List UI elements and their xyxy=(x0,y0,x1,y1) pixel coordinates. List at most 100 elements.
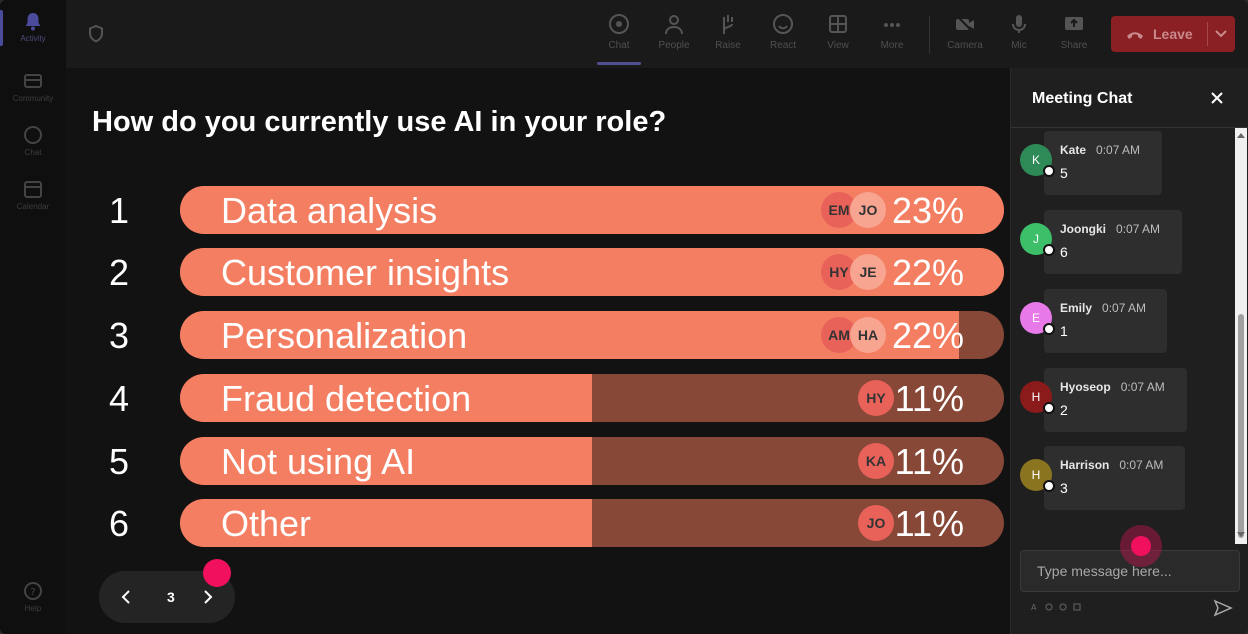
option-number: 2 xyxy=(108,252,130,293)
rail-item-activity[interactable]: Activity xyxy=(0,0,66,54)
poll-option-row: 5 Not using AI KA 11% xyxy=(92,437,1004,485)
people-button-label: People xyxy=(658,40,690,51)
scroll-up-icon[interactable] xyxy=(1237,132,1245,140)
meeting-chat-panel: Meeting Chat Kate 0:07 AM 5 K Joongki 0:07 AM… xyxy=(1010,68,1248,634)
page-number: 3 xyxy=(167,589,175,605)
message-author: Kate xyxy=(1060,143,1087,157)
share-button[interactable]: Share xyxy=(1048,12,1100,62)
chevron-right-icon[interactable] xyxy=(201,589,215,605)
leave-button[interactable]: Leave xyxy=(1111,16,1235,52)
chat-message[interactable]: Harrison 0:07 AM 3 H xyxy=(1019,446,1229,510)
chat-button-label: Chat xyxy=(608,40,630,51)
chat-message[interactable]: Joongki 0:07 AM 6 J xyxy=(1019,210,1229,274)
attach-icon[interactable] xyxy=(1045,603,1053,611)
message-text: 3 xyxy=(1060,480,1068,496)
option-percent: 23% xyxy=(891,190,964,231)
message-time: 0:07 AM xyxy=(1119,458,1164,472)
rail-item-help[interactable]: ? Help xyxy=(0,570,66,624)
poll-option-row: 4 Fraud detection HY 11% xyxy=(92,374,1004,422)
option-bar: Other JO 11% xyxy=(180,499,1004,547)
chat-message[interactable]: Hyoseop 0:07 AM 2 H xyxy=(1019,368,1229,432)
option-percent: 11% xyxy=(894,503,964,544)
poll-option-row: 2 Customer insights HY JE 22% xyxy=(92,248,1004,296)
chevron-down-icon[interactable] xyxy=(1214,27,1228,41)
message-time: 0:07 AM xyxy=(1120,380,1165,394)
grid-icon xyxy=(829,15,847,33)
option-number: 4 xyxy=(108,378,130,419)
more-button-label: More xyxy=(880,40,904,51)
community-icon xyxy=(24,74,42,88)
option-number: 5 xyxy=(108,441,130,482)
mic-icon xyxy=(1012,15,1026,33)
option-bar-fill xyxy=(180,437,592,485)
voter-avatar: HA xyxy=(850,317,886,353)
calendar-icon xyxy=(24,181,42,198)
rail-item-chat[interactable]: Chat xyxy=(0,114,66,168)
raise-hand-button[interactable]: Raise xyxy=(702,12,754,62)
more-button[interactable]: More xyxy=(866,12,918,62)
svg-text:?: ? xyxy=(30,587,35,598)
view-button-label: View xyxy=(827,40,849,51)
chat-header: Meeting Chat xyxy=(1011,68,1248,128)
presence-status-dot xyxy=(1043,323,1055,335)
rail-item-label: Calendar xyxy=(16,202,50,211)
people-button[interactable]: People xyxy=(648,12,700,62)
cursor-indicator xyxy=(203,559,231,587)
chat-scrollbar[interactable] xyxy=(1235,128,1247,544)
poll-option-row: 3 Personalization AM HA 22% xyxy=(92,311,1004,359)
gif-icon[interactable] xyxy=(1073,603,1081,611)
camera-button[interactable]: Camera xyxy=(939,12,991,62)
presence-status-dot xyxy=(1043,480,1055,492)
bell-icon xyxy=(25,13,41,31)
chevron-left-icon[interactable] xyxy=(119,589,133,605)
leave-button-label: Leave xyxy=(1153,26,1193,42)
chat-message-list: Kate 0:07 AM 5 K Joongki 0:07 AM 6 J Emily 0:07 A… xyxy=(1011,128,1233,544)
emoji-icon[interactable] xyxy=(1059,603,1067,611)
raise-button-label: Raise xyxy=(715,40,741,51)
chat-button[interactable]: Chat xyxy=(593,12,645,62)
chat-message-input[interactable] xyxy=(1021,551,1239,591)
hand-icon xyxy=(723,15,733,34)
view-button[interactable]: View xyxy=(812,12,864,62)
option-label: Customer insights xyxy=(221,252,510,293)
presence-status-dot xyxy=(1043,402,1055,414)
chat-message[interactable]: Kate 0:07 AM 5 K xyxy=(1019,131,1229,195)
scroll-down-icon[interactable] xyxy=(1237,530,1245,538)
option-bar: Fraud detection HY 11% xyxy=(180,374,1004,422)
rail-item-label: Activity xyxy=(20,34,46,43)
react-button[interactable]: React xyxy=(757,12,809,62)
shield-icon[interactable] xyxy=(86,24,106,44)
option-percent: 22% xyxy=(891,315,964,356)
option-bar: Data analysis EM JO 23% xyxy=(180,186,1004,234)
share-button-label: Share xyxy=(1060,40,1088,51)
message-bubble: Joongki 0:07 AM 6 xyxy=(1044,210,1182,274)
message-time: 0:07 AM xyxy=(1102,301,1147,315)
send-icon[interactable] xyxy=(1213,599,1233,617)
meeting-toolbar: Chat People Raise React View More Camera xyxy=(66,0,1248,68)
message-author: Harrison xyxy=(1060,458,1110,472)
message-bubble: Hyoseop 0:07 AM 2 xyxy=(1044,368,1187,432)
people-icon xyxy=(665,15,683,35)
voter-avatar: HY xyxy=(858,380,894,416)
rail-item-label: Chat xyxy=(24,148,42,157)
presence-status-dot xyxy=(1043,165,1055,177)
scrollbar-thumb[interactable] xyxy=(1238,314,1244,538)
message-text: 5 xyxy=(1060,165,1068,181)
svg-text:A: A xyxy=(1031,603,1037,611)
phone-hangup-icon xyxy=(1127,32,1143,39)
chat-message[interactable]: Emily 0:07 AM 1 E xyxy=(1019,289,1229,353)
format-icon[interactable]: A xyxy=(1031,603,1039,611)
presence-status-dot xyxy=(1043,244,1055,256)
rail-item-community[interactable]: Community xyxy=(0,60,66,114)
voter-avatar: KA xyxy=(858,443,894,479)
poll-question: How do you currently use AI in your role… xyxy=(92,106,667,138)
mic-button[interactable]: Mic xyxy=(993,12,1045,62)
poll-option-row: 6 Other JO 11% xyxy=(92,499,1004,547)
close-icon[interactable] xyxy=(1209,90,1225,106)
rail-item-calendar[interactable]: Calendar xyxy=(0,168,66,222)
chat-input-box[interactable] xyxy=(1020,550,1240,592)
message-bubble: Harrison 0:07 AM 3 xyxy=(1044,446,1185,510)
toolbar-divider xyxy=(929,16,930,54)
option-label: Not using AI xyxy=(221,441,416,482)
voter-avatar: HY xyxy=(821,254,857,290)
